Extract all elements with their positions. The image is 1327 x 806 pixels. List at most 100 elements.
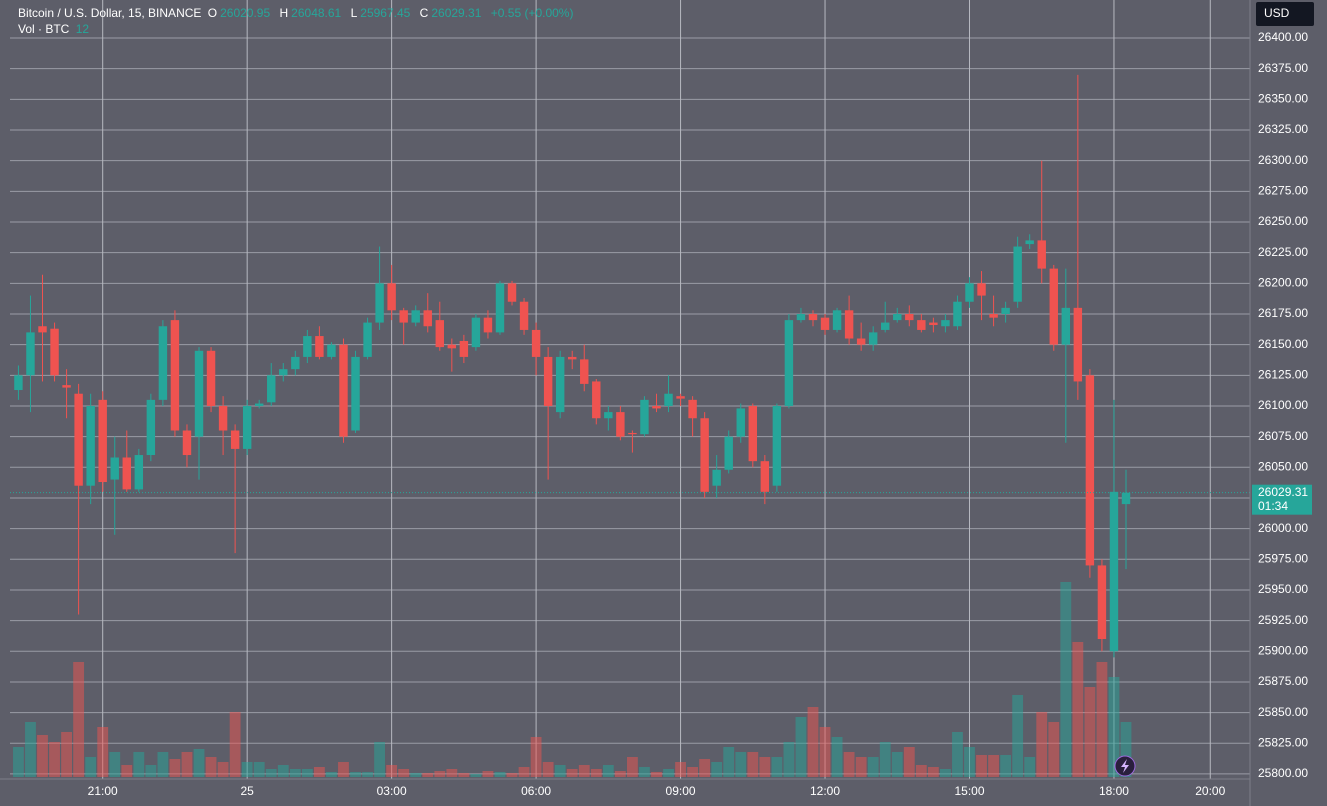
volume-bar [1060,582,1072,777]
candle-body [1001,307,1010,314]
volume-bar [687,767,699,777]
y-tick-label: 26375.00 [1258,61,1308,75]
volume-bar [891,752,903,777]
candle-body [531,329,541,357]
volume-bar [398,769,410,777]
volume-bar [940,769,951,777]
volume-bar [109,752,121,777]
volume-bar [735,752,747,777]
candle-body [989,313,998,318]
candle-body [1097,565,1107,640]
volume-bar [1036,712,1048,777]
candle-body [676,396,685,399]
symbol-row: Bitcoin / U.S. Dollar, 15, BINANCE O 2602… [18,5,579,21]
volume-bar [723,747,735,777]
candle-body [616,412,625,437]
candle-body [62,385,71,388]
candle-body [688,399,697,419]
x-tick-label: 03:00 [377,784,407,798]
volume-bar [205,757,217,777]
candle-body [507,283,517,302]
currency[interactable]: USD [1264,6,1290,20]
volume-bar [1000,755,1012,777]
volume-bar [277,765,289,777]
y-tick-label: 26100.00 [1258,398,1308,412]
candle-body [254,403,264,406]
volume-bar [97,727,109,777]
volume-bar [13,747,24,777]
volume-bar [952,732,963,777]
candle-body [435,320,444,348]
candle-body [1061,307,1071,345]
y-tick-label: 25875.00 [1258,674,1308,688]
x-tick-label: 09:00 [666,784,696,798]
candle-body [230,430,240,449]
volume-value: 12 [75,22,90,36]
volume-bar [566,769,578,777]
volume-bar [964,747,975,777]
candle-body [965,283,974,302]
candle-body [905,313,914,321]
candle-body [339,344,348,437]
candle-body [941,320,950,327]
y-tick-label: 26050.00 [1258,459,1308,473]
candle-body [917,320,926,330]
y-tick-label: 25850.00 [1258,705,1308,719]
volume-bar [530,737,542,777]
volume-bar [988,755,999,777]
candle-body [519,301,529,330]
candle-body [712,469,721,486]
volume-bar [795,717,807,777]
volume-bar [518,767,530,777]
volume-bar [807,707,819,777]
currency-button[interactable] [1256,2,1314,26]
last-price-label: 26029.31 [1258,485,1308,499]
candle-body [977,283,986,296]
x-tick-label: 15:00 [954,784,984,798]
volume-bar [410,773,422,777]
volume-bar [338,762,349,777]
y-tick-label: 26250.00 [1258,214,1308,228]
candle-body [483,317,493,333]
volume-bar [602,765,614,777]
volume-bar [626,757,638,777]
candle-body [652,405,661,409]
candle-body [110,457,119,480]
candle-body [194,350,204,437]
volume-bar [831,737,843,777]
volume-bar [253,762,265,777]
low-value: 25967.45 [360,6,411,20]
y-tick-label: 26300.00 [1258,153,1308,167]
volume-bar [422,773,434,777]
volume-bar [747,752,759,777]
volume-bar [1012,695,1024,777]
volume-bar [121,765,133,777]
volume-bar [85,757,97,777]
candle-body [832,310,842,330]
volume-bar [169,759,181,777]
candle-body [592,381,601,419]
open-value: 26020.95 [220,6,271,20]
candle-body [303,336,312,357]
volume-bar [326,772,337,777]
volume-bar [217,762,229,777]
volume-bar [1024,757,1036,777]
candle-body [26,332,35,376]
candle-body [86,405,95,486]
volume-row: Vol · BTC 12 [18,21,579,37]
x-tick-label: 21:00 [88,784,118,798]
volume-bar [1048,722,1060,777]
candle-body [459,340,469,357]
candle-body [242,405,252,449]
close-value: 26029.31 [431,6,482,20]
candle-body [38,326,47,333]
y-tick-label: 26350.00 [1258,92,1308,106]
grid [10,0,1250,779]
candle-body [387,283,396,311]
candle-body [772,405,782,486]
y-tick-label: 25900.00 [1258,643,1308,657]
candle-body [748,405,758,462]
volume-bar [434,771,446,777]
y-tick-label: 25825.00 [1258,735,1308,749]
